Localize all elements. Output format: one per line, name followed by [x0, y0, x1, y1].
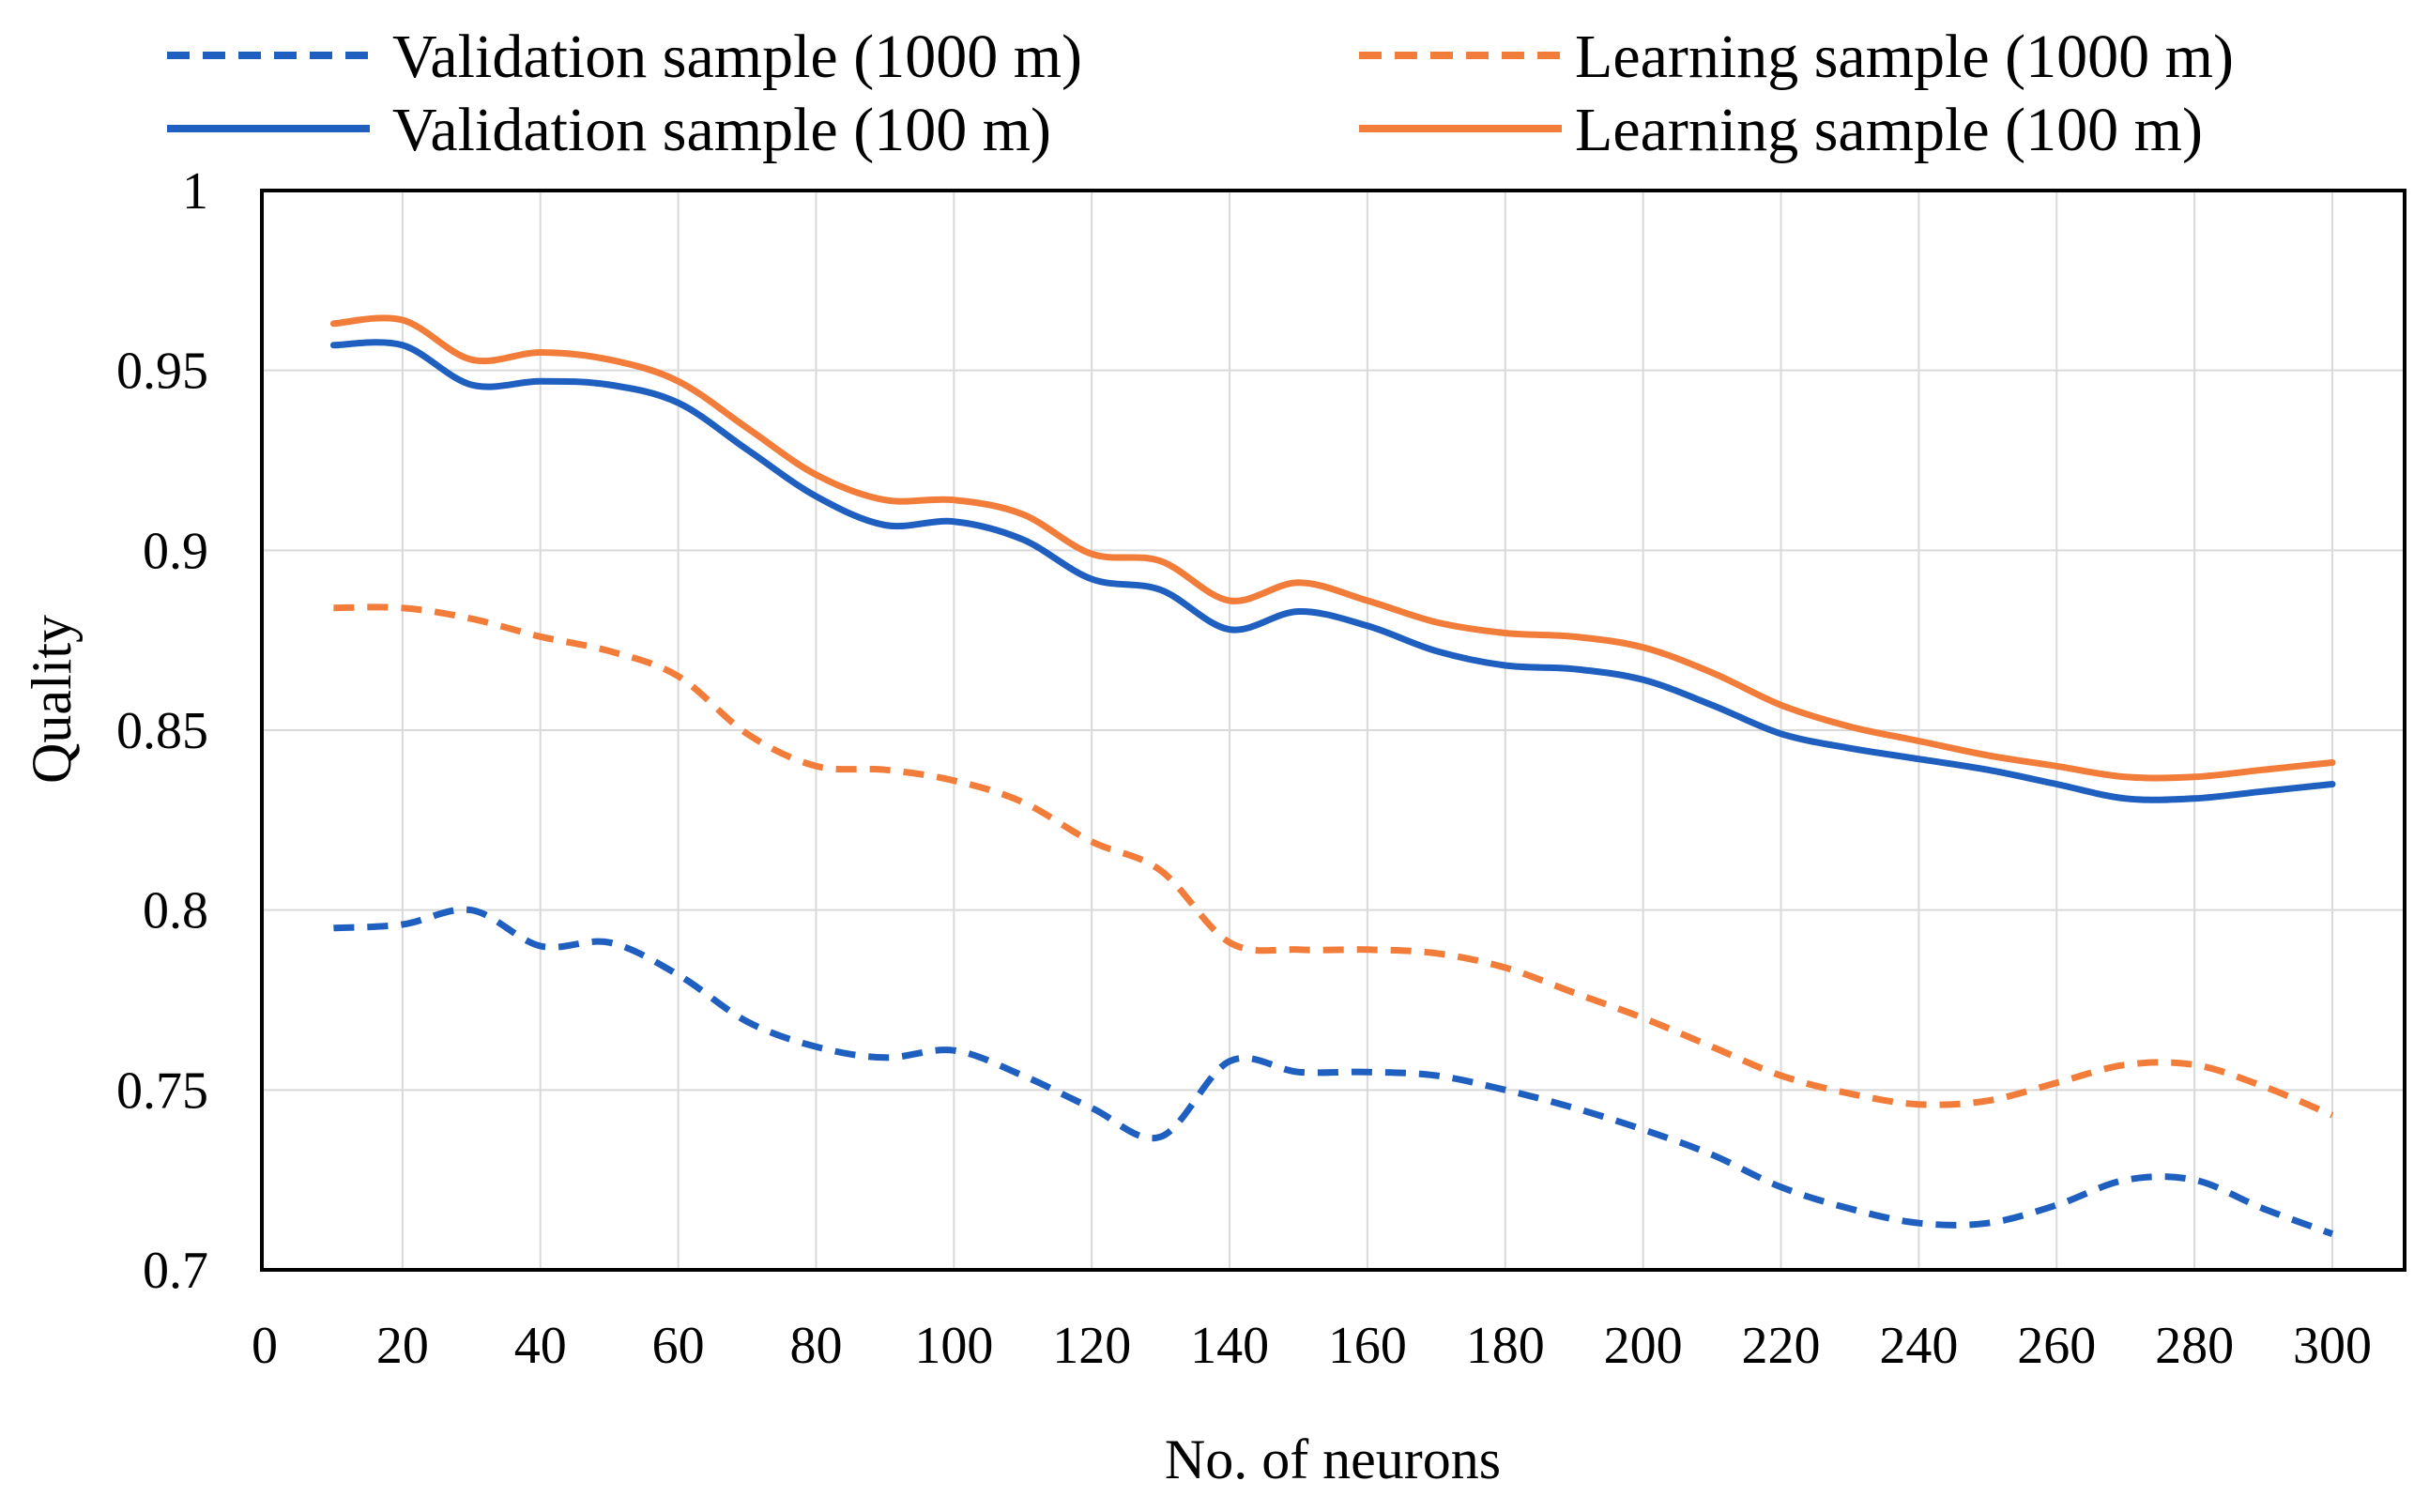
legend-label-learning-sample-100-m: Learning sample (100 m) [1575, 96, 2203, 164]
x-tick-label: 200 [1604, 1317, 1683, 1375]
legend-label-validation-sample-100-m: Validation sample (100 m) [392, 96, 1051, 164]
y-tick-label: 1 [182, 162, 208, 221]
x-tick-label: 120 [1052, 1317, 1131, 1375]
series-line-learning-sample-100-m [329, 314, 2336, 782]
x-axis-tick-labels: 0 20 40 60 80 100 120 140 160 180 200 220 240 260 280 3… [252, 1317, 2372, 1375]
y-tick-label: 0.85 [116, 702, 208, 760]
x-tick-label: 0 [252, 1317, 278, 1375]
x-tick-label: 40 [514, 1317, 567, 1375]
x-tick-label: 60 [652, 1317, 705, 1375]
x-tick-label: 80 [789, 1317, 842, 1375]
x-axis-title: No. of neurons [1165, 1428, 1501, 1490]
x-tick-label: 240 [1879, 1317, 1958, 1375]
x-tick-label: 280 [2155, 1317, 2234, 1375]
y-axis-title: Quality [21, 615, 83, 784]
y-tick-label: 0.8 [143, 882, 208, 940]
y-axis-tick-labels: 0.7 0.75 0.8 0.85 0.9 0.95 1 [116, 162, 208, 1300]
y-tick-label: 0.7 [143, 1242, 208, 1300]
x-tick-label: 20 [376, 1317, 429, 1375]
legend-label-validation-sample-1000-m: Validation sample (1000 m) [392, 23, 1082, 91]
legend: Validation sample (1000 m) Learning sampl… [167, 23, 2234, 164]
x-tick-label: 260 [2017, 1317, 2096, 1375]
y-tick-label: 0.9 [143, 522, 208, 580]
x-tick-label: 100 [914, 1317, 993, 1375]
series-line-validation-sample-100-m [329, 339, 2336, 803]
y-tick-label: 0.75 [116, 1061, 208, 1120]
y-tick-label: 0.95 [116, 343, 208, 401]
series-line-learning-sample-1000-m [333, 603, 2334, 1119]
x-tick-label: 300 [2293, 1317, 2372, 1375]
series-line-validation-sample-1000-m [333, 906, 2334, 1237]
plot-area-frame [260, 189, 2406, 1272]
series-layer [329, 314, 2336, 1237]
x-tick-label: 160 [1328, 1317, 1407, 1375]
x-tick-label: 220 [1742, 1317, 1821, 1375]
x-tick-label: 140 [1190, 1317, 1269, 1375]
legend-label-learning-sample-1000-m: Learning sample (1000 m) [1575, 23, 2234, 91]
x-tick-label: 180 [1466, 1317, 1545, 1375]
